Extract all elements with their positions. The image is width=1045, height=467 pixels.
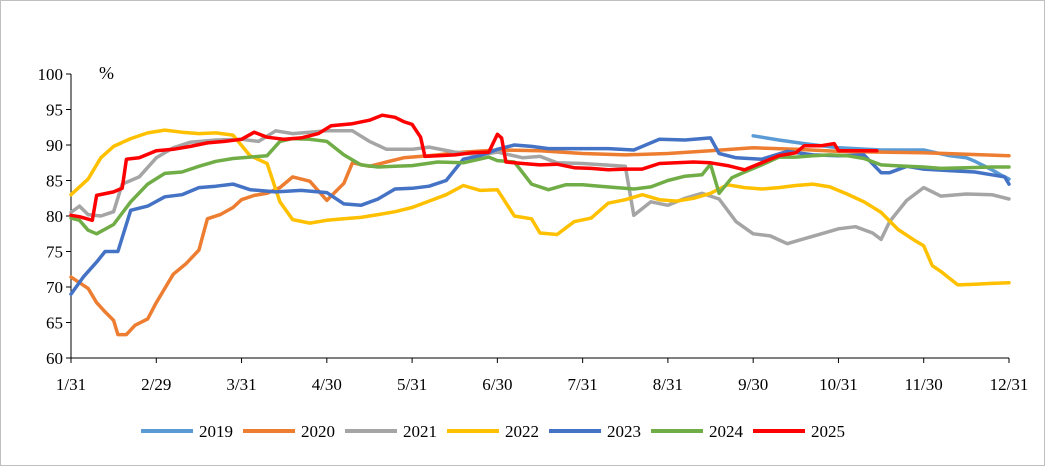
x-tick-label: 8/31	[653, 375, 683, 394]
x-tick-label: 2/29	[141, 375, 171, 394]
x-tick-label: 12/31	[990, 375, 1029, 394]
y-tick-label: 90	[46, 136, 63, 155]
legend-label-2019: 2019	[199, 422, 233, 441]
legend: 2019 2020 2021 2022 2023 2024 2025	[141, 422, 845, 441]
series-line-2024	[69, 136, 1011, 236]
series-lines	[69, 113, 1011, 337]
y-tick-label: 75	[46, 243, 63, 262]
legend-label-2020: 2020	[301, 422, 335, 441]
series-line-2025	[69, 113, 879, 223]
y-tick-label: 65	[46, 314, 63, 333]
x-tick-label: 10/31	[819, 375, 858, 394]
y-tick-label: 95	[46, 101, 63, 120]
series-line-2021	[69, 129, 1011, 246]
series-line-2022	[69, 128, 1011, 287]
unit-label: %	[99, 63, 114, 83]
y-tick-label: 80	[46, 207, 63, 226]
x-tick-label: 6/30	[482, 375, 512, 394]
y-tick-label: 85	[46, 172, 63, 191]
legend-label-2022: 2022	[505, 422, 539, 441]
x-tick-label: 1/31	[56, 375, 86, 394]
legend-label-2023: 2023	[607, 422, 641, 441]
x-tick-label: 3/31	[226, 375, 256, 394]
y-tick-label: 60	[46, 349, 63, 368]
x-tick-label: 11/30	[905, 375, 943, 394]
y-axis: 100 95 90 85 80 75 70 65 60	[38, 65, 72, 368]
series-line-2023	[69, 136, 1011, 296]
legend-label-2024: 2024	[709, 422, 744, 441]
x-axis: 1/31 2/29 3/31 4/30 5/31 6/30 7/31 8/31 9/30 10/3…	[56, 357, 1029, 394]
series-line-2020	[69, 146, 1011, 337]
legend-label-2021: 2021	[403, 422, 437, 441]
y-tick-label: 100	[38, 65, 64, 84]
y-tick-label: 70	[46, 278, 63, 297]
x-tick-label: 9/30	[738, 375, 768, 394]
x-tick-label: 7/31	[568, 375, 598, 394]
legend-label-2025: 2025	[811, 422, 845, 441]
x-tick-label: 5/31	[397, 375, 427, 394]
x-tick-label: 4/30	[312, 375, 342, 394]
